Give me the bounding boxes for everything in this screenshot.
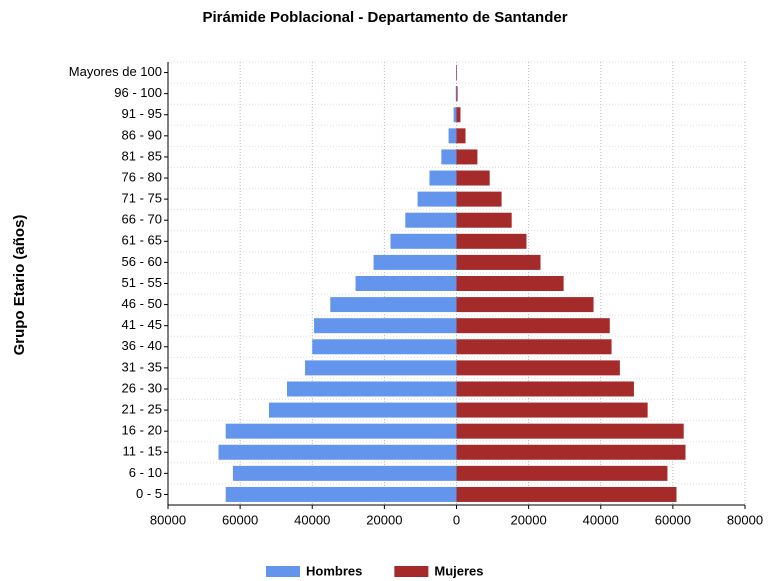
- y-tick-label: 76 - 80: [122, 169, 162, 184]
- y-tick-label: 66 - 70: [122, 212, 162, 227]
- bar: [456, 191, 502, 207]
- x-tick-label: 60000: [222, 512, 258, 527]
- bar: [355, 276, 457, 291]
- bar: [456, 128, 466, 144]
- bar: [456, 254, 541, 270]
- y-tick-label: 91 - 95: [122, 106, 162, 121]
- legend-label: Hombres: [306, 563, 362, 578]
- y-tick-label: 86 - 90: [122, 127, 162, 142]
- x-tick-label: 40000: [583, 512, 619, 527]
- bar: [314, 318, 457, 334]
- bar: [232, 465, 457, 481]
- x-tick-label: 60000: [655, 512, 691, 527]
- bar: [456, 107, 461, 123]
- bar: [417, 191, 457, 207]
- bar: [405, 212, 457, 228]
- y-tick-label: Mayores de 100: [69, 64, 162, 79]
- y-tick-label: 11 - 15: [122, 444, 162, 459]
- y-tick-label: 96 - 100: [114, 85, 162, 100]
- bar: [456, 86, 458, 102]
- y-tick-label: 26 - 30: [122, 380, 162, 395]
- y-tick-label: 21 - 25: [122, 402, 162, 417]
- x-tick-label: 80000: [727, 512, 763, 527]
- bar: [429, 170, 457, 186]
- y-tick-label: 0 - 5: [136, 486, 162, 501]
- bar: [441, 149, 457, 165]
- x-tick-label: 40000: [294, 512, 330, 527]
- y-tick-label: 71 - 75: [122, 191, 162, 206]
- bar: [456, 381, 634, 397]
- bar: [453, 107, 457, 123]
- bar: [448, 128, 457, 144]
- bar: [456, 318, 610, 334]
- bar: [268, 402, 457, 418]
- bar: [330, 297, 457, 313]
- x-tick-label: 0: [453, 512, 460, 527]
- bar: [456, 170, 490, 186]
- y-tick-label: 61 - 65: [122, 233, 162, 248]
- bar: [455, 86, 457, 102]
- bar: [373, 254, 457, 270]
- y-tick-label: 41 - 45: [122, 317, 162, 332]
- legend-label: Mujeres: [434, 563, 483, 578]
- bar: [287, 381, 457, 397]
- bar: [218, 444, 457, 460]
- bar: [456, 360, 620, 376]
- y-tick-label: 6 - 10: [129, 465, 162, 480]
- legend-swatch: [266, 566, 300, 577]
- bar: [456, 212, 512, 228]
- bar: [456, 465, 668, 481]
- x-tick-label: 80000: [150, 512, 186, 527]
- y-tick-label: 16 - 20: [122, 423, 162, 438]
- bar: [456, 276, 564, 291]
- bar: [456, 402, 648, 418]
- bar: [305, 360, 457, 376]
- y-tick-label: 51 - 55: [122, 275, 162, 290]
- bar: [312, 339, 457, 355]
- bar: [225, 423, 457, 439]
- y-tick-label: 31 - 35: [122, 359, 162, 374]
- y-tick-label: 46 - 50: [122, 296, 162, 311]
- y-tick-label: 81 - 85: [122, 148, 162, 163]
- y-tick-label: 56 - 60: [122, 254, 162, 269]
- chart-title: Pirámide Poblacional - Departamento de S…: [202, 9, 567, 26]
- bar: [456, 297, 594, 313]
- legend-swatch: [394, 566, 429, 577]
- y-tick-label: 36 - 40: [122, 338, 162, 353]
- bar: [456, 423, 684, 439]
- y-axis-title: Grupo Etario (años): [11, 215, 28, 356]
- bar: [456, 339, 612, 355]
- bar: [456, 444, 686, 460]
- bar: [456, 149, 478, 165]
- bar: [456, 65, 458, 81]
- bar: [390, 233, 457, 249]
- x-tick-label: 20000: [511, 512, 547, 527]
- bar: [456, 486, 677, 502]
- bar: [225, 486, 457, 502]
- bar: [456, 233, 527, 249]
- x-tick-label: 20000: [366, 512, 402, 527]
